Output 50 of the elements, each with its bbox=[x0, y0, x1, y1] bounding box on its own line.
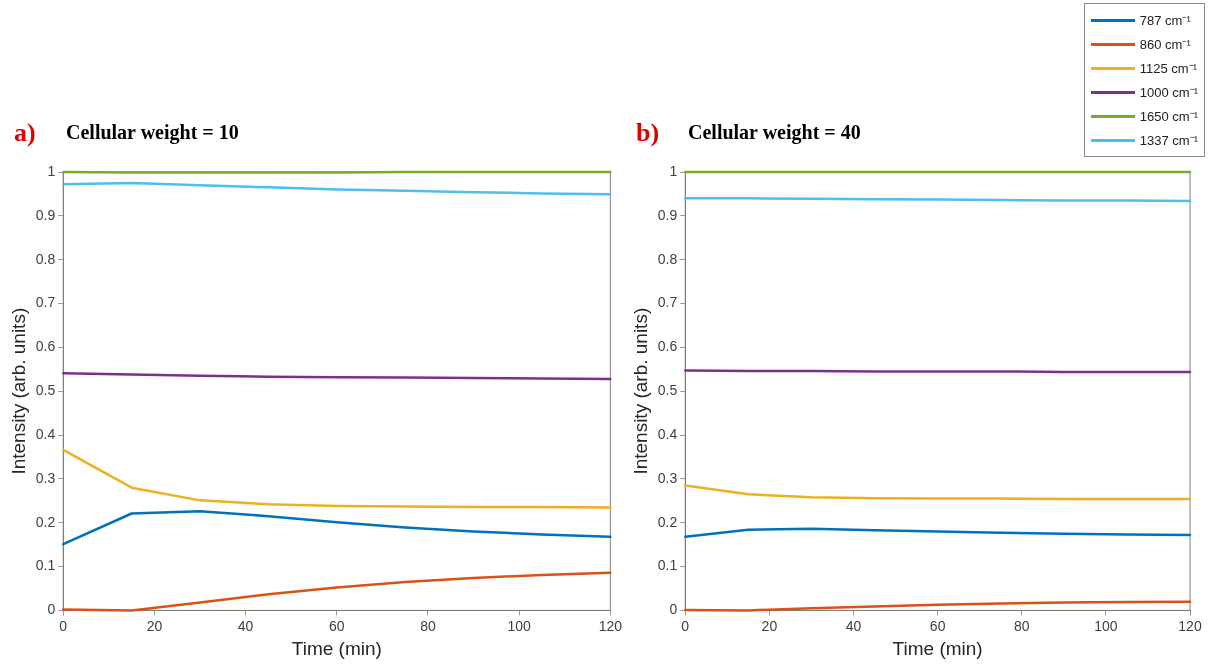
x-tick-label: 20 bbox=[146, 617, 163, 634]
legend-label: 1125 cm⁻¹ bbox=[1139, 60, 1198, 77]
legend-label: 1000 cm⁻¹ bbox=[1139, 84, 1198, 101]
x-tick-label: 40 bbox=[237, 617, 254, 634]
x-tick-label: 0 bbox=[681, 617, 690, 634]
x-tick-label: 120 bbox=[1178, 617, 1202, 634]
legend-label: 787 cm⁻¹ bbox=[1139, 12, 1191, 29]
x-tick-label: 0 bbox=[59, 617, 68, 634]
y-tick-label: 0.4 bbox=[657, 425, 678, 442]
x-axis-title: Time (min) bbox=[892, 637, 983, 659]
text: a) bbox=[14, 118, 36, 147]
legend-label: 860 cm⁻¹ bbox=[1139, 36, 1191, 53]
y-tick-label: 0.2 bbox=[657, 513, 678, 530]
y-tick-label: 0.8 bbox=[657, 250, 678, 267]
x-tick-label: 60 bbox=[329, 617, 345, 634]
x-tick-label: 80 bbox=[1013, 617, 1030, 634]
y-tick-label: 0.1 bbox=[35, 557, 56, 574]
legend-label: 1337 cm⁻¹ bbox=[1139, 132, 1198, 149]
x-tick-label: 20 bbox=[761, 617, 778, 634]
y-tick-label: 0 bbox=[669, 601, 678, 618]
x-tick-label: 100 bbox=[1094, 617, 1118, 634]
y-axis-title: Intensity (arb. units) bbox=[629, 307, 651, 475]
y-tick-label: 0.6 bbox=[35, 338, 56, 355]
legend-label: 1650 cm⁻¹ bbox=[1139, 108, 1198, 125]
y-tick-label: 0.9 bbox=[657, 206, 678, 223]
y-tick-label: 1 bbox=[669, 162, 678, 179]
y-tick-label: 0.3 bbox=[657, 469, 678, 486]
y-tick-label: 0.9 bbox=[35, 206, 56, 223]
x-tick-label: 80 bbox=[420, 617, 436, 634]
y-tick-label: 0.1 bbox=[657, 557, 678, 574]
y-tick-label: 0.8 bbox=[35, 250, 56, 267]
y-tick-label: 0.2 bbox=[35, 513, 56, 530]
chart-title: Cellular weight = 10 bbox=[66, 121, 239, 144]
x-tick-label: 120 bbox=[598, 617, 623, 634]
y-tick-label: 1 bbox=[47, 162, 56, 179]
chart-title: Cellular weight = 40 bbox=[688, 121, 861, 144]
x-tick-label: 60 bbox=[929, 617, 946, 634]
y-tick-label: 0.4 bbox=[35, 425, 56, 442]
y-axis-title: Intensity (arb. units) bbox=[7, 307, 29, 475]
y-tick-label: 0 bbox=[47, 601, 56, 618]
x-axis-title: Time (min) bbox=[291, 637, 382, 659]
y-tick-label: 0.5 bbox=[657, 382, 678, 399]
text: b) bbox=[636, 118, 660, 147]
y-tick-label: 0.7 bbox=[35, 294, 56, 311]
x-tick-label: 40 bbox=[845, 617, 862, 634]
y-tick-label: 0.5 bbox=[35, 382, 56, 399]
y-tick-label: 0.7 bbox=[657, 294, 678, 311]
x-tick-label: 100 bbox=[507, 617, 532, 634]
y-tick-label: 0.3 bbox=[35, 469, 56, 486]
y-tick-label: 0.6 bbox=[657, 338, 678, 355]
